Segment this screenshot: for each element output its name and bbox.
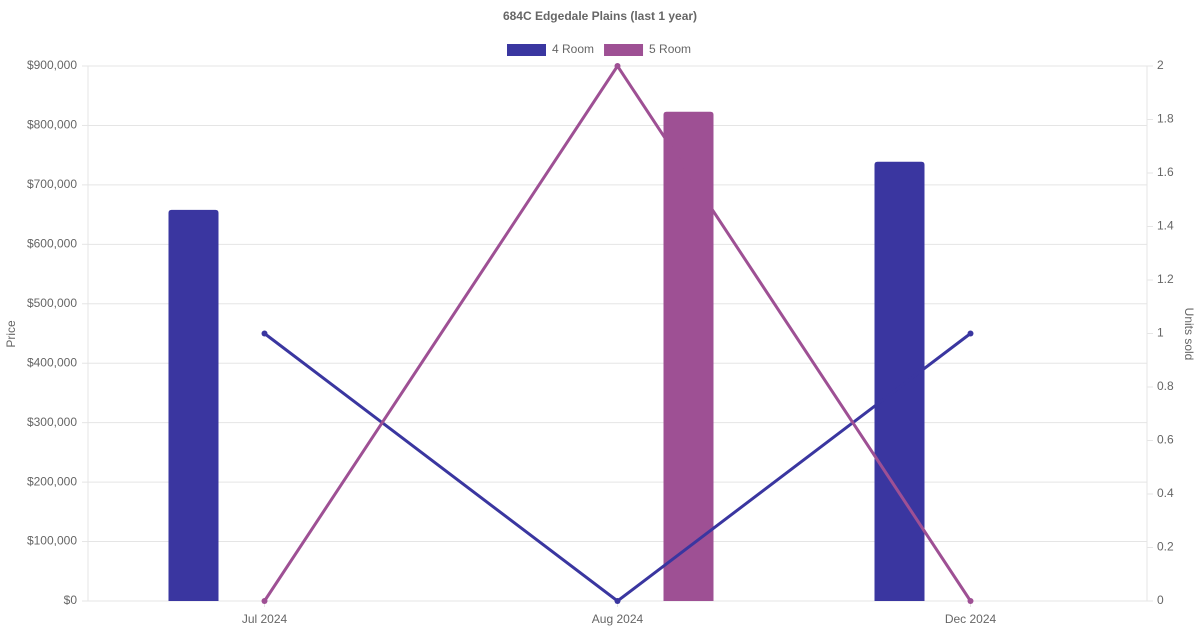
chart-title: 684C Edgedale Plains (last 1 year) (503, 9, 697, 23)
legend-swatch (604, 44, 644, 56)
x-tick-label: Dec 2024 (945, 612, 997, 626)
y-tick-label: $300,000 (27, 415, 77, 429)
y-tick-label: $100,000 (27, 534, 77, 548)
y2-tick-label: 1.6 (1157, 165, 1174, 179)
y2-axis-title: Units sold (1182, 308, 1196, 361)
y2-tick-label: 1.2 (1157, 272, 1174, 286)
point (261, 330, 268, 337)
line (263, 63, 972, 602)
x-tick-label: Jul 2024 (242, 612, 288, 626)
y-tick-label: $400,000 (27, 355, 77, 369)
y-tick-label: $600,000 (27, 237, 77, 251)
line (263, 332, 972, 603)
legend-swatch (507, 44, 546, 56)
point (261, 598, 268, 604)
y-axis-title: Price (4, 320, 18, 348)
x-tick-label: Aug 2024 (592, 612, 644, 626)
y-tick-label: $500,000 (27, 296, 77, 310)
point (614, 598, 621, 604)
y-tick-label: $700,000 (27, 177, 77, 191)
bar (663, 111, 714, 602)
point (614, 63, 621, 69)
y2-tick-label: 2 (1157, 58, 1164, 72)
point (967, 330, 974, 337)
legend-label: 5 Room (649, 42, 691, 56)
y2-tick-label: 1.4 (1157, 219, 1174, 233)
y-tick-label: $200,000 (27, 474, 77, 488)
bar (168, 209, 219, 601)
y-tick-label: $800,000 (27, 118, 77, 132)
y2-tick-label: 0.8 (1157, 379, 1174, 393)
legend-label: 4 Room (552, 42, 594, 56)
y-tick-label: $900,000 (27, 58, 77, 72)
y2-tick-label: 0 (1157, 593, 1164, 607)
y2-tick-label: 1.8 (1157, 112, 1174, 126)
y2-tick-label: 1 (1157, 326, 1164, 340)
y-tick-label: $0 (64, 593, 78, 607)
point (967, 598, 974, 604)
bar (874, 161, 925, 601)
y2-tick-label: 0.6 (1157, 433, 1174, 447)
y2-tick-label: 0.4 (1157, 486, 1174, 500)
y2-tick-label: 0.2 (1157, 540, 1174, 554)
